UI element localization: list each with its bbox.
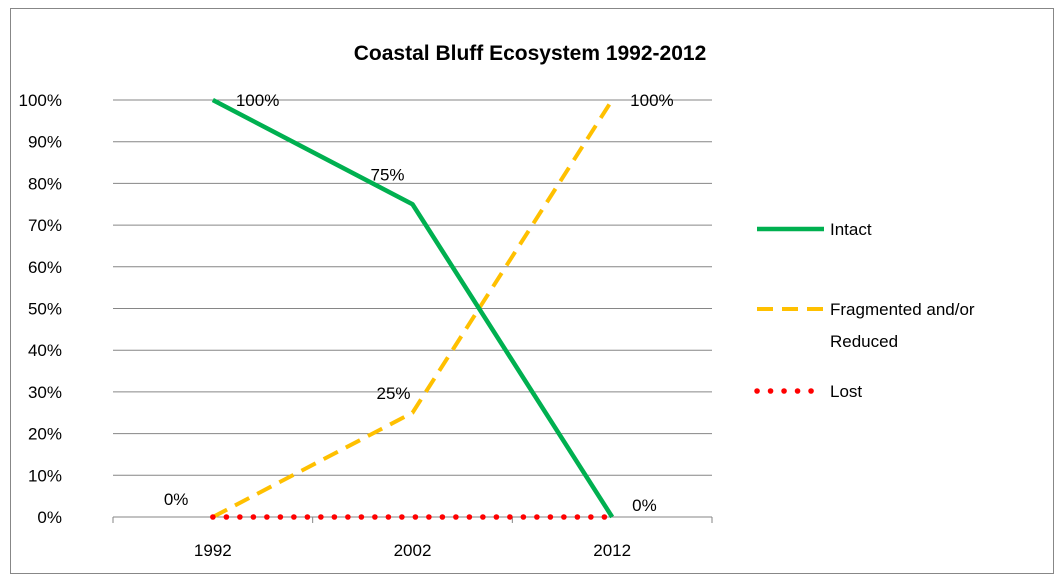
series-lines xyxy=(210,98,615,520)
y-tick-label: 30% xyxy=(28,383,62,402)
data-label: 0% xyxy=(164,490,189,509)
legend-label: Fragmented and/or xyxy=(830,300,975,319)
chart-frame xyxy=(10,8,1054,574)
gridlines xyxy=(112,99,713,523)
y-tick-label: 80% xyxy=(28,174,62,193)
data-labels: 100% 75% 0% 0% 25% 100% xyxy=(164,91,674,515)
y-axis-tick-labels: 0% 10% 20% 30% 40% 50% 60% 70% 80% 90% 100% xyxy=(19,91,62,527)
legend: Intact Fragmented and/or Reduced Lost xyxy=(754,220,975,401)
data-label: 100% xyxy=(236,91,279,110)
data-label: 75% xyxy=(371,165,405,184)
legend-label: Intact xyxy=(830,220,872,239)
data-label: 25% xyxy=(377,384,411,403)
y-tick-label: 10% xyxy=(28,466,62,485)
y-tick-label: 50% xyxy=(28,300,62,319)
series-line-intact xyxy=(211,98,615,519)
x-tick-label: 2002 xyxy=(394,541,432,560)
y-tick-label: 100% xyxy=(19,91,62,110)
series-line-fragmented-and-or-reduced xyxy=(211,98,614,519)
legend-label: Reduced xyxy=(830,332,898,351)
chart-title: Coastal Bluff Ecosystem 1992-2012 xyxy=(354,42,707,65)
y-tick-label: 70% xyxy=(28,216,62,235)
y-tick-label: 20% xyxy=(28,425,62,444)
x-axis-tick-labels: 1992 2002 2012 xyxy=(194,541,631,560)
x-tick-label: 2012 xyxy=(593,541,631,560)
y-tick-label: 0% xyxy=(37,508,62,527)
y-tick-label: 90% xyxy=(28,133,62,152)
legend-label: Lost xyxy=(830,382,862,401)
y-tick-label: 40% xyxy=(28,341,62,360)
x-tick-label: 1992 xyxy=(194,541,232,560)
data-label: 0% xyxy=(632,496,657,515)
data-label: 100% xyxy=(630,91,673,110)
y-tick-label: 60% xyxy=(28,258,62,277)
